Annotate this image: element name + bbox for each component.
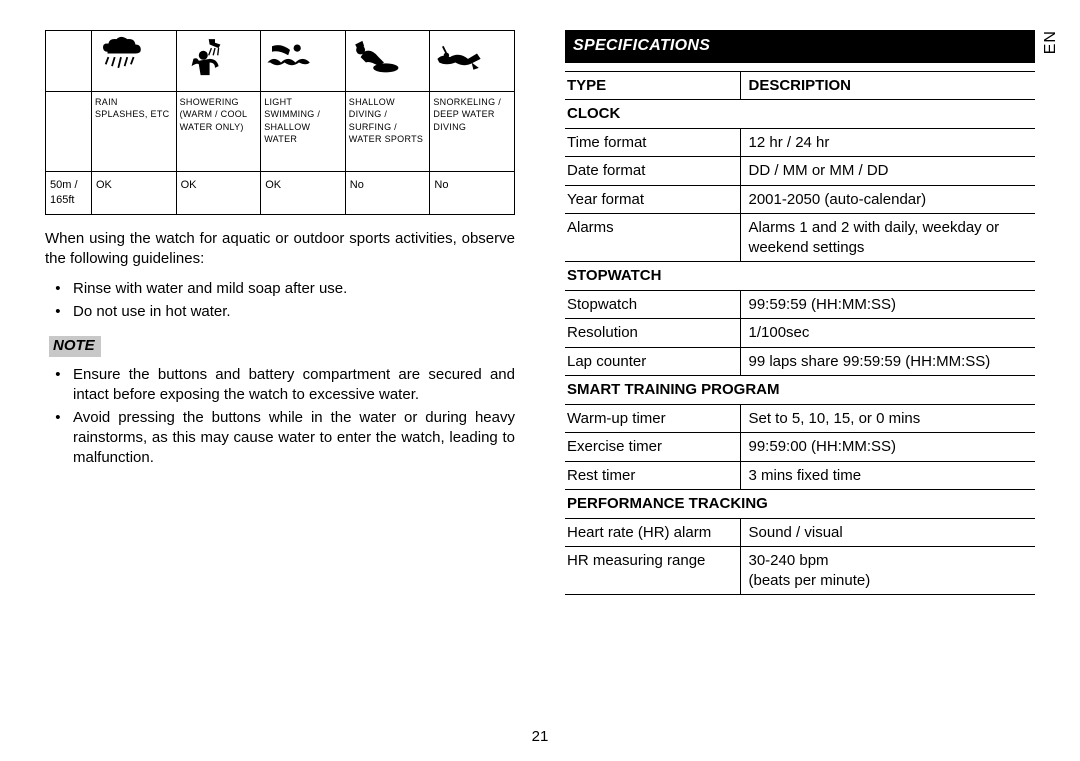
table-row: STOPWATCH bbox=[565, 262, 1035, 291]
spec-type: Alarms bbox=[565, 214, 740, 262]
spec-header-type: TYPE bbox=[565, 71, 740, 100]
intro-para: When using the watch for aquatic or outd… bbox=[45, 229, 515, 270]
table-row: Lap counter99 laps share 99:59:59 (HH:MM… bbox=[565, 347, 1035, 376]
rain-icon bbox=[92, 31, 177, 92]
spec-section-title: SMART TRAINING PROGRAM bbox=[565, 376, 1035, 405]
caption-rain: RAIN SPLASHES, ETC bbox=[92, 92, 177, 172]
caption-snorkel: SNORKELING / DEEP WATER DIVING bbox=[430, 92, 515, 172]
spec-desc: 99:59:59 (HH:MM:SS) bbox=[740, 290, 1035, 319]
spec-desc: Sound / visual bbox=[740, 518, 1035, 547]
spec-header-desc: DESCRIPTION bbox=[740, 71, 1035, 100]
spec-desc: Set to 5, 10, 15, or 0 mins bbox=[740, 404, 1035, 433]
spec-desc: 30-240 bpm (beats per minute) bbox=[740, 547, 1035, 595]
status-cell: OK bbox=[92, 172, 177, 215]
blank-cell bbox=[46, 31, 92, 92]
caption-dive: SHALLOW DIVING / SURFING / WATER SPORTS bbox=[345, 92, 430, 172]
swim-icon bbox=[261, 31, 346, 92]
table-row: TYPEDESCRIPTION bbox=[565, 71, 1035, 100]
spec-desc: 3 mins fixed time bbox=[740, 461, 1035, 490]
spec-desc: 99 laps share 99:59:59 (HH:MM:SS) bbox=[740, 347, 1035, 376]
list-item: Ensure the buttons and battery compartme… bbox=[73, 365, 515, 406]
note-label: NOTE bbox=[49, 336, 101, 357]
spec-type: Lap counter bbox=[565, 347, 740, 376]
table-row: AlarmsAlarms 1 and 2 with daily, weekday… bbox=[565, 214, 1035, 262]
spec-desc: 99:59:00 (HH:MM:SS) bbox=[740, 433, 1035, 462]
table-row: Year format2001-2050 (auto-calendar) bbox=[565, 185, 1035, 214]
spec-type: Year format bbox=[565, 185, 740, 214]
table-row: CLOCK bbox=[565, 100, 1035, 129]
table-row: PERFORMANCE TRACKING bbox=[565, 490, 1035, 519]
spec-type: Warm-up timer bbox=[565, 404, 740, 433]
status-row: 50m / 165ft OK OK OK No No bbox=[46, 172, 515, 215]
table-row: Warm-up timerSet to 5, 10, 15, or 0 mins bbox=[565, 404, 1035, 433]
guidelines-list: Rinse with water and mild soap after use… bbox=[45, 279, 515, 322]
language-tab: EN bbox=[1042, 30, 1060, 54]
spec-type: Exercise timer bbox=[565, 433, 740, 462]
caption-swim: LIGHT SWIMMING / SHALLOW WATER bbox=[261, 92, 346, 172]
table-row: Date formatDD / MM or MM / DD bbox=[565, 157, 1035, 186]
caption-shower: SHOWERING (WARM / COOL WATER ONLY) bbox=[176, 92, 261, 172]
spec-section-title: PERFORMANCE TRACKING bbox=[565, 490, 1035, 519]
table-row: HR measuring range30-240 bpm (beats per … bbox=[565, 547, 1035, 595]
spec-section-title: CLOCK bbox=[565, 100, 1035, 129]
list-item: Avoid pressing the buttons while in the … bbox=[73, 408, 515, 469]
spec-section-title: STOPWATCH bbox=[565, 262, 1035, 291]
water-resistance-table: RAIN SPLASHES, ETC SHOWERING (WARM / COO… bbox=[45, 30, 515, 215]
depth-label: 50m / 165ft bbox=[46, 172, 92, 215]
manual-page: RAIN SPLASHES, ETC SHOWERING (WARM / COO… bbox=[0, 0, 1080, 761]
left-column: RAIN SPLASHES, ETC SHOWERING (WARM / COO… bbox=[20, 30, 540, 741]
table-row: Time format12 hr / 24 hr bbox=[565, 128, 1035, 157]
notes-list: Ensure the buttons and battery compartme… bbox=[45, 365, 515, 468]
snorkel-icon bbox=[430, 31, 515, 92]
icon-row bbox=[46, 31, 515, 92]
table-row: SMART TRAINING PROGRAM bbox=[565, 376, 1035, 405]
dive-icon bbox=[345, 31, 430, 92]
table-row: Stopwatch99:59:59 (HH:MM:SS) bbox=[565, 290, 1035, 319]
status-cell: OK bbox=[261, 172, 346, 215]
status-cell: No bbox=[345, 172, 430, 215]
table-row: Resolution1/100sec bbox=[565, 319, 1035, 348]
spec-desc: 1/100sec bbox=[740, 319, 1035, 348]
spec-desc: Alarms 1 and 2 with daily, weekday or we… bbox=[740, 214, 1035, 262]
spec-type: Resolution bbox=[565, 319, 740, 348]
table-row: Heart rate (HR) alarmSound / visual bbox=[565, 518, 1035, 547]
status-cell: No bbox=[430, 172, 515, 215]
specifications-heading: SPECIFICATIONS bbox=[565, 30, 1035, 63]
specifications-table: TYPEDESCRIPTIONCLOCKTime format12 hr / 2… bbox=[565, 71, 1035, 596]
spec-desc: 12 hr / 24 hr bbox=[740, 128, 1035, 157]
table-row: Rest timer3 mins fixed time bbox=[565, 461, 1035, 490]
page-number: 21 bbox=[0, 728, 1080, 745]
spec-type: Stopwatch bbox=[565, 290, 740, 319]
status-cell: OK bbox=[176, 172, 261, 215]
table-row: Exercise timer99:59:00 (HH:MM:SS) bbox=[565, 433, 1035, 462]
spec-type: Heart rate (HR) alarm bbox=[565, 518, 740, 547]
spec-type: Date format bbox=[565, 157, 740, 186]
spec-type: Rest timer bbox=[565, 461, 740, 490]
spec-desc: 2001-2050 (auto-calendar) bbox=[740, 185, 1035, 214]
right-column: SPECIFICATIONS TYPEDESCRIPTIONCLOCKTime … bbox=[540, 30, 1060, 741]
spec-type: Time format bbox=[565, 128, 740, 157]
spec-desc: DD / MM or MM / DD bbox=[740, 157, 1035, 186]
shower-icon bbox=[176, 31, 261, 92]
blank-cell bbox=[46, 92, 92, 172]
list-item: Do not use in hot water. bbox=[73, 302, 515, 322]
list-item: Rinse with water and mild soap after use… bbox=[73, 279, 515, 299]
spec-type: HR measuring range bbox=[565, 547, 740, 595]
caption-row: RAIN SPLASHES, ETC SHOWERING (WARM / COO… bbox=[46, 92, 515, 172]
